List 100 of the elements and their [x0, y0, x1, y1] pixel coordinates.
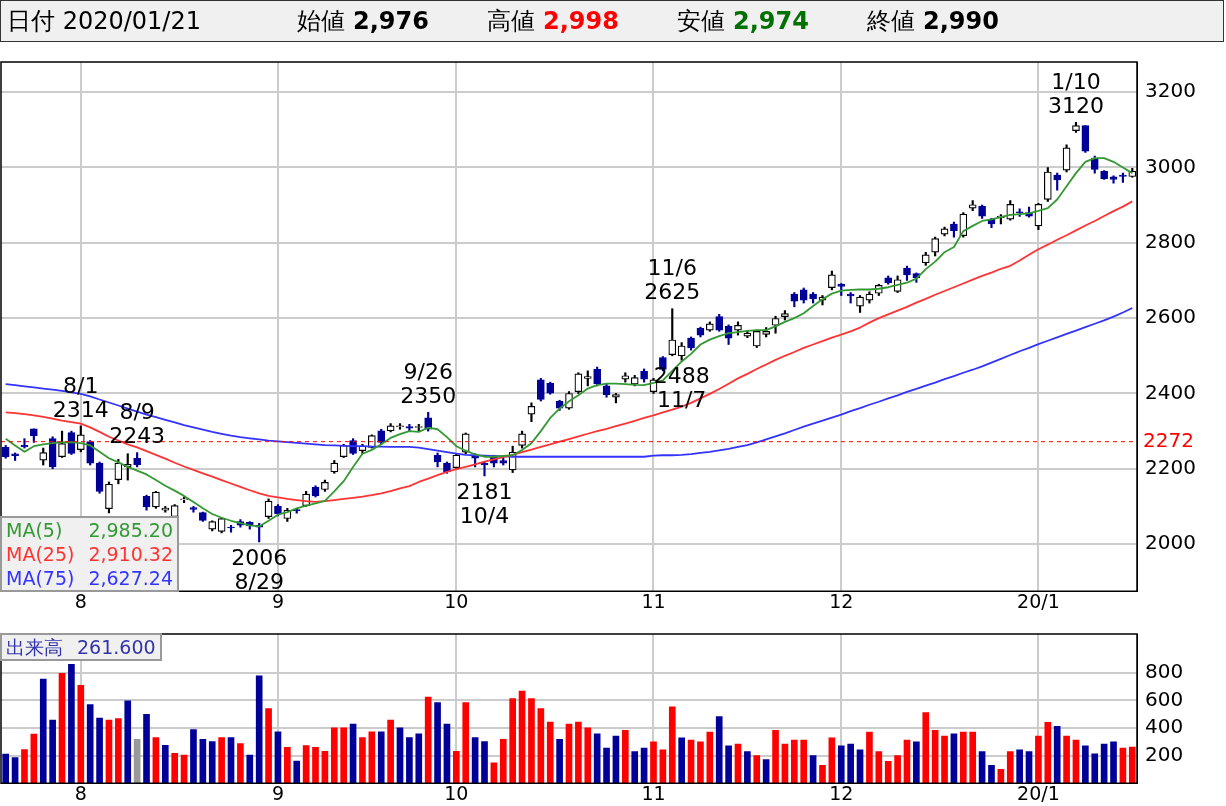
bar [894, 755, 901, 784]
bar [1016, 749, 1023, 784]
bar [1063, 735, 1070, 784]
candlestick [20, 438, 29, 449]
bar [96, 717, 103, 784]
bar [546, 721, 554, 784]
bar [377, 731, 385, 784]
bar [1006, 751, 1014, 784]
bar [161, 745, 169, 784]
bar [312, 747, 319, 784]
bar [706, 731, 714, 784]
bar [265, 708, 272, 784]
text: 2,990 [923, 7, 999, 35]
bar [208, 741, 216, 784]
text: 日付 2020/01/21 [7, 6, 201, 37]
bar [2, 753, 10, 784]
bar [866, 731, 873, 784]
bar [1035, 735, 1042, 784]
y-tick-label: 3000 [1145, 153, 1196, 178]
x-tick-label: 11 [641, 781, 666, 804]
bar [1110, 741, 1117, 784]
y-tick-label: 600 [1145, 686, 1184, 711]
bar [499, 739, 507, 784]
bar [622, 729, 629, 784]
bar [575, 721, 582, 784]
bar [744, 751, 751, 784]
bar [115, 718, 122, 784]
bar [1091, 753, 1099, 784]
annotation: 1/10 3120 [1047, 68, 1104, 118]
bar [453, 750, 460, 784]
bar [124, 700, 132, 784]
bar [922, 712, 930, 784]
bar [330, 727, 338, 784]
y-tick-label: 2800 [1145, 229, 1196, 253]
bar [406, 737, 413, 784]
bar [77, 685, 85, 784]
y-tick-label: 2000 [1145, 530, 1196, 555]
bar [697, 741, 704, 784]
text: MA(25) [6, 542, 75, 567]
bar [39, 678, 47, 784]
bar [800, 739, 808, 784]
x-tick-label: 10 [444, 589, 469, 612]
bar [509, 698, 516, 784]
ref-line-label: 2272 [1143, 427, 1194, 452]
x-tick-label: 9 [271, 781, 285, 804]
x-tick-label: 8 [74, 781, 87, 804]
annotation: 11/6 2625 [644, 255, 701, 305]
bar [1053, 725, 1061, 784]
bar [21, 749, 28, 784]
bar [1044, 722, 1052, 784]
bar [481, 741, 488, 784]
bar [631, 751, 639, 784]
text: 2,976 [353, 7, 429, 35]
bar [913, 741, 920, 784]
x-tick-label: 20/1 [1017, 589, 1060, 612]
annotation: 261.600 [77, 635, 156, 659]
bar [424, 696, 432, 784]
bar [528, 698, 535, 784]
x-tick-label: 20/1 [1017, 781, 1060, 804]
bar [359, 737, 366, 784]
bar [875, 751, 883, 784]
bar [725, 745, 732, 784]
annotation: 2181 10/4 [456, 478, 513, 528]
bar [819, 765, 826, 784]
bar [387, 719, 394, 784]
x-tick-label: 11 [641, 589, 666, 612]
bar [49, 719, 56, 784]
bar [959, 731, 967, 784]
y-tick-label: 2600 [1145, 304, 1196, 329]
bar [293, 760, 301, 784]
bar [1128, 746, 1136, 784]
candlestick [1109, 175, 1118, 184]
x-tick-label: 10 [444, 781, 469, 804]
x-tick-label: 12 [829, 781, 854, 804]
x-tick-label: 8 [74, 589, 87, 612]
annotation: 2,985.20 [88, 518, 174, 543]
y-tick-label: 2200 [1145, 454, 1196, 479]
text: 安値 [677, 7, 725, 35]
y-tick-label: 3200 [1145, 78, 1196, 103]
bar [246, 754, 254, 784]
bar [86, 704, 94, 784]
bar [668, 706, 676, 784]
bar [143, 714, 150, 784]
text: 2,998 [543, 7, 619, 35]
bar [603, 747, 610, 784]
y-tick-label: 200 [1145, 741, 1184, 766]
bar [715, 716, 723, 784]
bar [284, 747, 291, 784]
bar [556, 739, 563, 784]
y-tick-label: 2400 [1145, 379, 1196, 404]
bar [415, 733, 423, 784]
bar [1082, 745, 1089, 784]
y-tick-label: 400 [1145, 714, 1184, 739]
bar [753, 755, 761, 784]
text: MA(5) [6, 518, 63, 543]
bar [462, 702, 470, 784]
text: 始値 [297, 7, 345, 35]
annotation: 9/26 2350 [400, 359, 457, 409]
bar [237, 743, 244, 784]
text: 終値 [867, 7, 915, 35]
